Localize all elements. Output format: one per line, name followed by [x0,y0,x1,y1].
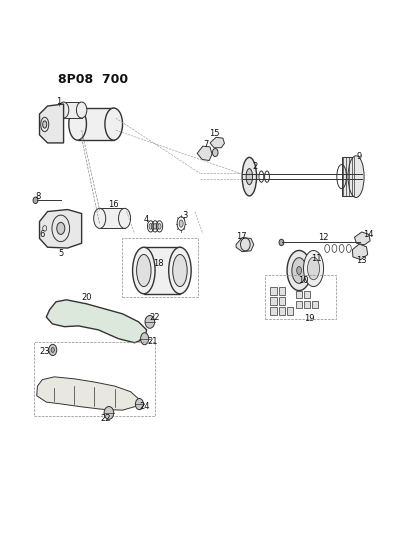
Bar [270,308,277,314]
Text: 13: 13 [356,256,366,265]
Bar [78,108,114,140]
Polygon shape [197,146,212,160]
Ellipse shape [149,223,152,229]
Bar [296,301,302,308]
Bar [279,287,286,295]
Ellipse shape [118,208,130,228]
Polygon shape [40,104,63,143]
Text: 23: 23 [39,348,50,357]
Text: 8P08  700: 8P08 700 [57,74,128,86]
Text: 21: 21 [147,337,158,346]
Text: 24: 24 [140,402,150,411]
Ellipse shape [287,251,311,290]
Ellipse shape [135,399,143,410]
Ellipse shape [154,223,157,229]
Ellipse shape [179,220,183,227]
Bar [279,308,286,314]
Bar [270,287,277,295]
Bar [63,102,82,118]
Text: 1: 1 [56,96,61,106]
Text: 14: 14 [363,230,374,238]
Text: 15: 15 [209,129,219,138]
Bar [304,290,310,298]
Text: 19: 19 [304,314,315,323]
Ellipse shape [246,168,252,184]
Ellipse shape [292,257,306,284]
Text: 5: 5 [58,249,63,258]
Ellipse shape [57,222,65,235]
Bar [34,342,155,416]
Text: 7: 7 [203,140,209,149]
Bar [265,274,336,319]
Ellipse shape [169,247,191,294]
Text: 12: 12 [318,233,328,242]
Ellipse shape [33,197,38,204]
Ellipse shape [94,208,106,228]
Text: 10: 10 [298,277,308,286]
Bar [304,301,310,308]
Ellipse shape [307,257,320,280]
Polygon shape [46,300,147,343]
Ellipse shape [58,102,69,118]
Text: 2: 2 [252,161,258,171]
Bar [279,297,286,305]
Polygon shape [37,377,139,410]
Ellipse shape [297,266,301,274]
Ellipse shape [158,223,161,229]
Bar [122,238,198,296]
Bar [100,208,124,228]
Bar [296,290,302,298]
Bar [312,301,318,308]
Ellipse shape [105,108,122,140]
Text: 22: 22 [101,415,111,423]
Bar [144,247,180,294]
Text: 17: 17 [236,231,246,240]
Ellipse shape [141,333,149,345]
Bar [342,157,356,196]
Polygon shape [354,232,370,245]
Ellipse shape [213,149,218,157]
Ellipse shape [69,108,86,140]
Ellipse shape [43,121,47,128]
Text: 18: 18 [154,259,164,268]
Ellipse shape [76,102,87,118]
Ellipse shape [51,348,55,352]
Polygon shape [210,138,225,148]
Text: 8: 8 [36,192,41,201]
Ellipse shape [104,407,114,419]
Bar [287,308,293,314]
Polygon shape [236,238,254,252]
Ellipse shape [137,254,151,287]
Text: 11: 11 [311,254,321,263]
Text: 6: 6 [40,230,45,239]
Text: 20: 20 [82,293,92,302]
Bar [270,297,277,305]
Ellipse shape [279,239,284,246]
Text: 4: 4 [143,215,148,224]
Ellipse shape [145,316,155,328]
Ellipse shape [303,251,324,287]
Ellipse shape [348,156,364,198]
Ellipse shape [173,254,187,287]
Ellipse shape [133,247,155,294]
Text: 3: 3 [183,211,188,220]
Ellipse shape [49,344,57,356]
Text: 22: 22 [149,313,160,322]
Text: 9: 9 [357,152,362,160]
Ellipse shape [242,157,257,196]
Polygon shape [352,244,368,260]
Polygon shape [40,209,82,248]
Text: 16: 16 [107,200,118,209]
